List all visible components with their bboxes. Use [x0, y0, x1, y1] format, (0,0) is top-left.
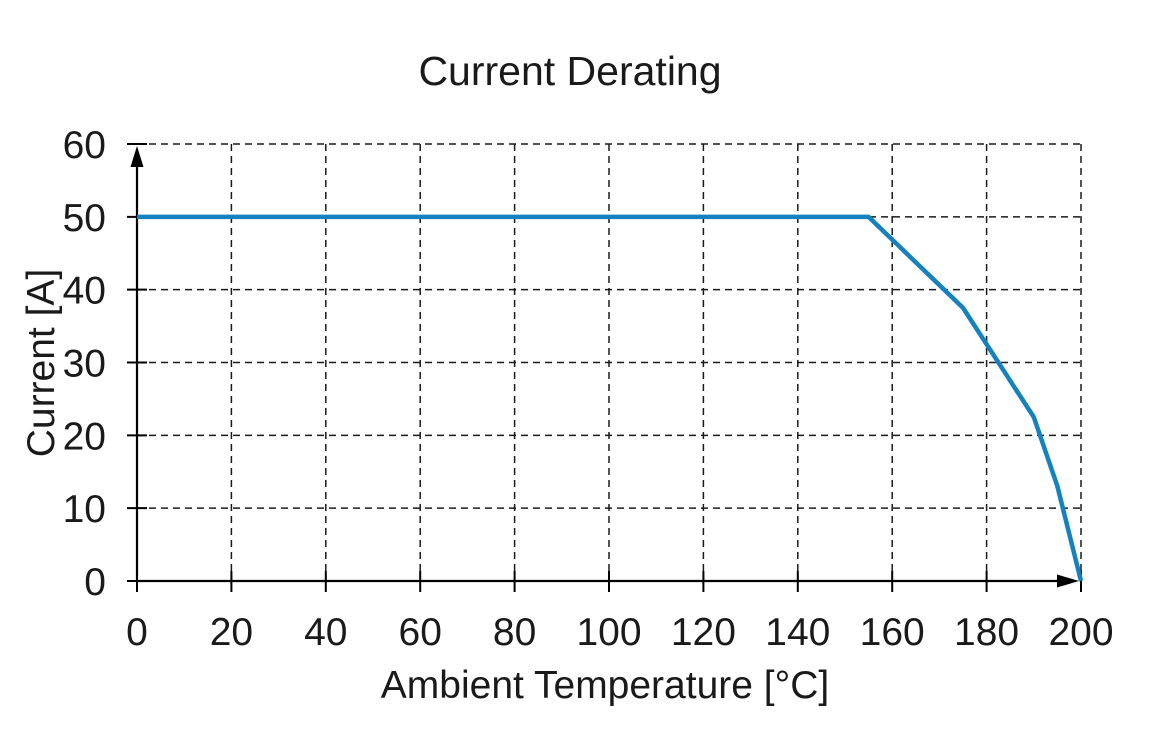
x-tick-label: 160: [860, 611, 925, 654]
x-axis-arrowhead-icon: [1057, 574, 1079, 588]
x-tick-label: 40: [304, 611, 347, 654]
x-tick-label: 0: [126, 611, 148, 654]
x-tick-label: 180: [954, 611, 1019, 654]
current-derating-curve-line: [137, 214, 1084, 582]
y-axis-arrowhead-icon: [130, 146, 144, 167]
y-tick-label: 30: [63, 343, 106, 386]
y-tick-label: 20: [63, 415, 106, 458]
y-tick-label: 0: [84, 561, 106, 604]
x-axis-label: Ambient Temperature [°C]: [380, 664, 830, 707]
chart-title: Current Derating: [418, 48, 722, 94]
x-tick-label: 60: [399, 611, 442, 654]
x-tick-label: 140: [765, 611, 830, 654]
x-tick-label: 100: [576, 611, 641, 654]
y-tick-label: 40: [63, 270, 106, 313]
x-tick-label: 20: [210, 611, 253, 654]
x-tick-label: 200: [1048, 611, 1113, 654]
x-tick-label: 120: [671, 611, 736, 654]
y-tick-label: 60: [63, 124, 106, 167]
y-tick-label: 50: [63, 197, 106, 240]
x-tick-label: 80: [493, 611, 536, 654]
y-tick-label: 10: [63, 488, 106, 531]
